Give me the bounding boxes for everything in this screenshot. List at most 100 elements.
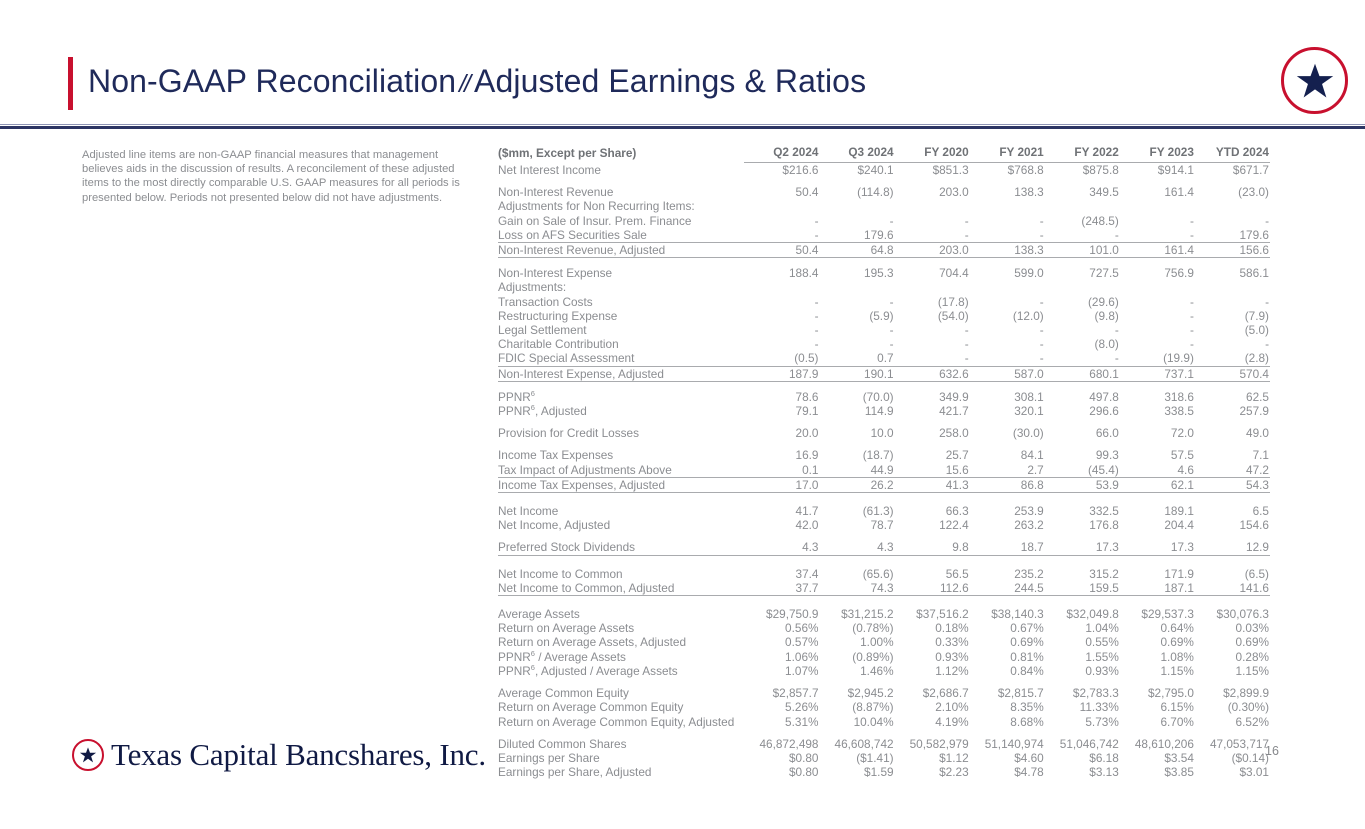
non-gaap-reconciliation-table: ($mm, Except per Share) Q2 2024 Q3 2024 …: [498, 140, 1270, 779]
table-cell: (8.87%): [852, 700, 894, 715]
table-cell: -: [889, 213, 894, 228]
row-label: Net Income: [498, 504, 559, 519]
table-cell: $914.1: [1157, 163, 1194, 177]
star-icon: [1296, 63, 1333, 97]
table-cell: -: [889, 294, 894, 309]
table-cell: $37,516.2: [916, 607, 969, 622]
column-header: Q3 2024: [819, 140, 895, 163]
table-cell: 86.8: [969, 476, 1045, 494]
row-label: Tax Impact of Adjustments Above: [498, 462, 672, 477]
table-cell: 49.0: [1246, 426, 1269, 441]
table-cell: 189.1: [1164, 504, 1194, 519]
table-cell: 20.0: [795, 426, 819, 441]
table-cell: 0.1: [802, 462, 819, 477]
table-cell: 599.0: [1014, 266, 1044, 281]
page-title-main: Non-GAAP Reconciliation: [88, 63, 457, 99]
table-cell: 112.6: [894, 580, 970, 597]
table-cell: (114.8): [857, 185, 894, 200]
table-cell: -: [964, 213, 969, 228]
table-cell: 6.5: [1252, 504, 1269, 519]
company-logo: Texas Capital Bancshares, Inc.: [72, 737, 486, 773]
table-cell: -: [1114, 351, 1119, 366]
table-cell: 41.3: [894, 476, 970, 494]
table-cell: -: [889, 323, 894, 338]
table-cell: 315.2: [1044, 554, 1120, 581]
table-cell: 10.04%: [853, 714, 894, 729]
table-cell: 244.5: [969, 580, 1045, 597]
table-row: FDIC Special Assessment (0.5) 0.7 - - - (19.9)…: [498, 351, 1270, 366]
table-cell: -: [814, 213, 819, 228]
row-label: Restructuring Expense: [498, 308, 618, 323]
table-cell: $2,795.0: [1147, 686, 1194, 701]
table-cell: -: [1039, 294, 1044, 309]
table-cell: 0.55%: [1085, 635, 1119, 650]
table-cell: [1195, 199, 1270, 213]
table-cell: $4.78: [1014, 765, 1044, 780]
table-cell: -: [1114, 227, 1119, 242]
table-cell: 15.6: [945, 462, 969, 477]
table-row: Income Tax Expenses, Adjusted 17.0 26.2 41.…: [498, 476, 1270, 494]
table-cell: -: [1039, 227, 1044, 242]
table-cell: -: [1189, 294, 1194, 309]
table-cell: -: [889, 337, 894, 352]
table-cell: 8.35%: [1010, 700, 1044, 715]
table-cell: 1.46%: [860, 663, 894, 678]
table-cell: -: [964, 351, 969, 366]
table-cell: 51,046,742: [1059, 736, 1119, 751]
table-cell: $29,750.9: [766, 607, 819, 622]
table-cell: 195.3: [864, 266, 894, 281]
table-cell: -: [1265, 294, 1269, 309]
table-row: PPNR6 78.6 (70.0) 349.9 308.1 497.8 318.6 62.5: [498, 381, 1270, 404]
table-cell: 64.8: [819, 242, 895, 259]
table-row: Restructuring Expense - (5.9) (54.0) (12.0) (…: [498, 309, 1270, 323]
table-cell: 680.1: [1044, 365, 1120, 382]
table-row: Earnings per Share, Adjusted $0.80 $1.59 $2…: [498, 765, 1270, 779]
table-cell: 46,872,498: [759, 736, 819, 751]
row-label: Provision for Credit Losses: [498, 426, 639, 441]
table-cell: 203.0: [939, 185, 969, 200]
table-cell: 5.31%: [785, 714, 819, 729]
table-cell: [970, 199, 1045, 213]
corner-star-badge: [1281, 47, 1348, 114]
table-cell: 156.6: [1194, 242, 1270, 259]
table-cell: 84.1: [1020, 448, 1044, 463]
table-cell: [820, 280, 895, 294]
table-cell: 1.04%: [1085, 621, 1119, 636]
table-header-row: ($mm, Except per Share) Q2 2024 Q3 2024 …: [498, 140, 1270, 163]
row-label: FDIC Special Assessment: [498, 351, 635, 366]
table-cell: 0.03%: [1235, 621, 1269, 636]
row-label: Income Tax Expenses, Adjusted: [498, 476, 745, 494]
row-label: Net Interest Income: [498, 163, 601, 177]
table-cell: 47,053,717: [1209, 736, 1269, 751]
table-cell: 1.06%: [785, 649, 819, 664]
table-cell: $0.80: [788, 765, 819, 780]
row-label: Average Assets: [498, 607, 580, 622]
table-cell: 1.07%: [785, 663, 819, 678]
table-cell: ($1.41): [856, 750, 894, 765]
table-cell: 11.33%: [1079, 700, 1119, 715]
table-row: Net Interest Income $216.6 $240.1 $851.3 $76…: [498, 163, 1270, 178]
table-cell: $875.8: [1082, 163, 1119, 177]
table-cell: 204.4: [1164, 518, 1194, 533]
row-label: Earnings per Share, Adjusted: [498, 765, 652, 780]
table-cell: (7.9): [1244, 308, 1269, 323]
table-cell: 0.69%: [1160, 635, 1194, 650]
table-cell: (0.89%): [852, 649, 894, 664]
table-cell: [744, 280, 819, 294]
row-label: PPNR6: [498, 388, 535, 404]
table-cell: 0.56%: [785, 621, 819, 636]
table-cell: 17.0: [744, 476, 820, 494]
table-cell: 4.6: [1177, 462, 1194, 477]
table-cell: 308.1: [1014, 389, 1044, 404]
table-cell: $2,686.7: [922, 686, 969, 701]
table-cell: 187.1: [1119, 580, 1195, 597]
table-cell: 0.57%: [785, 635, 819, 650]
table-cell: (2.8): [1244, 351, 1269, 366]
row-label: Return on Average Common Equity: [498, 700, 684, 715]
table-row: Provision for Credit Losses 20.0 10.0 258.0…: [498, 418, 1270, 440]
table-cell: 54.3: [1194, 476, 1270, 494]
table-cell: 587.0: [969, 365, 1045, 382]
table-cell: $2.23: [939, 765, 969, 780]
table-cell: $38,140.3: [991, 607, 1044, 622]
table-cell: (0.30%): [1227, 700, 1269, 715]
